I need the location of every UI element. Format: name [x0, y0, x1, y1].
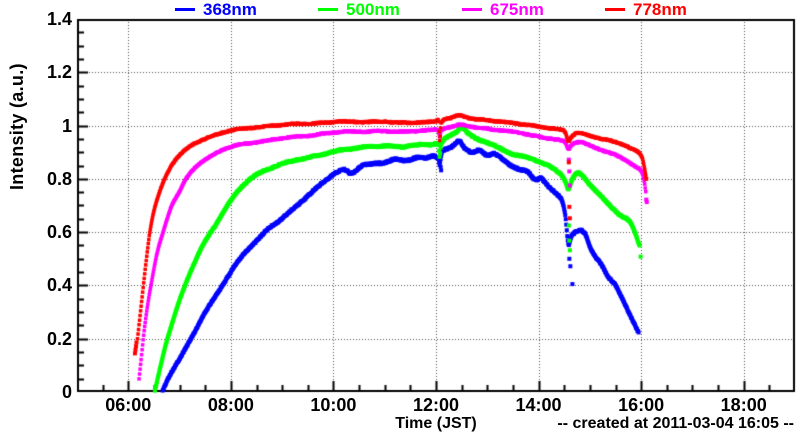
- y-tick-label: 0.2: [46, 328, 72, 349]
- y-tick-label: 0.6: [46, 222, 72, 243]
- x-tick-label: 08:00: [207, 395, 254, 415]
- legend-line-sample-368nm: [175, 8, 195, 11]
- legend: 368nm 500nm 675nm 778nm: [0, 0, 800, 20]
- x-tick-label: 16:00: [618, 395, 665, 415]
- legend-line-sample-500nm: [318, 8, 338, 11]
- legend-label-500nm: 500nm: [346, 0, 400, 19]
- x-tick-label: 10:00: [310, 395, 357, 415]
- creation-timestamp: -- created at 2011-03-04 16:05 --: [557, 415, 794, 432]
- y-tick-label: 1: [61, 115, 72, 136]
- legend-label-778nm: 778nm: [633, 0, 687, 19]
- y-tick-label: 0.8: [46, 168, 72, 189]
- legend-line-sample-778nm: [605, 8, 625, 11]
- y-tick-label: 1.4: [46, 9, 72, 29]
- x-axis-title: Time (JST): [395, 415, 477, 432]
- legend-label-368nm: 368nm: [203, 0, 257, 19]
- y-tick-label: 0.4: [46, 275, 72, 296]
- y-tick-label: 0: [61, 382, 72, 402]
- legend-line-sample-675nm: [462, 8, 482, 11]
- legend-label-675nm: 675nm: [490, 0, 544, 19]
- x-tick-label: 14:00: [515, 395, 562, 415]
- x-tick-label: 06:00: [105, 395, 152, 415]
- x-tick-label: 18:00: [720, 395, 767, 415]
- y-tick-label: 1.2: [46, 62, 72, 83]
- y-axis-title: Intensity (a.u.): [7, 63, 27, 190]
- x-tick-label: 12:00: [412, 395, 460, 415]
